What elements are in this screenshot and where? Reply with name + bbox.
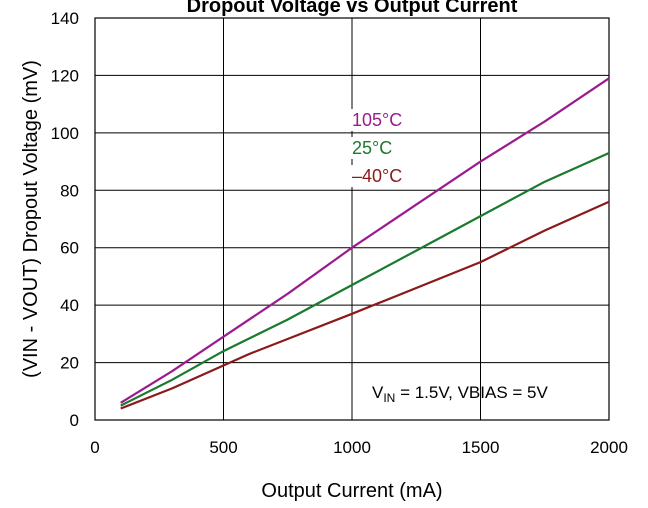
y-tick-label: 0: [70, 411, 79, 430]
series-lines: [120, 77, 610, 410]
y-tick-label: 120: [51, 66, 79, 85]
chart-title: Dropout Voltage vs Output Current: [187, 0, 518, 17]
y-tick-label: 80: [60, 181, 79, 200]
series-line: [120, 200, 610, 410]
y-tick-label: 20: [60, 354, 79, 373]
y-tick-label: 100: [51, 124, 79, 143]
x-tick-label: 1000: [333, 438, 371, 457]
series-label: –40°C: [352, 166, 402, 186]
condition-annotation: VIN = 1.5V, VBIAS = 5V: [372, 383, 548, 405]
x-tick-label: 2000: [590, 438, 628, 457]
series-labels: 105°C 25°C –40°C: [350, 109, 412, 187]
series-line: [120, 151, 610, 407]
y-tick-label: 40: [60, 296, 79, 315]
series-label-background: [350, 109, 412, 131]
y-tick-label: 60: [60, 239, 79, 258]
x-axis-title: Output Current (mA): [261, 480, 442, 502]
condition-suffix: = 1.5V, VBIAS = 5V: [395, 383, 548, 402]
y-tick-label: 140: [51, 9, 79, 28]
x-tick-label: 1500: [462, 438, 500, 457]
series-label-background: [350, 137, 412, 159]
x-tick-label: 500: [209, 438, 237, 457]
series-label-background: [350, 165, 412, 187]
condition-prefix: V: [372, 383, 384, 402]
y-tick-labels: 0 20 40 60 80 100 120 140: [51, 9, 79, 430]
series-line: [120, 77, 610, 404]
series-label: 25°C: [352, 138, 392, 158]
x-tick-labels: 0 500 1000 1500 2000: [90, 438, 628, 457]
x-tick-label: 0: [90, 438, 99, 457]
series-label: 105°C: [352, 110, 402, 130]
condition-subscript: IN: [383, 391, 395, 405]
y-axis-title: (VIN - VOUT) Dropout Voltage (mV): [20, 60, 42, 378]
